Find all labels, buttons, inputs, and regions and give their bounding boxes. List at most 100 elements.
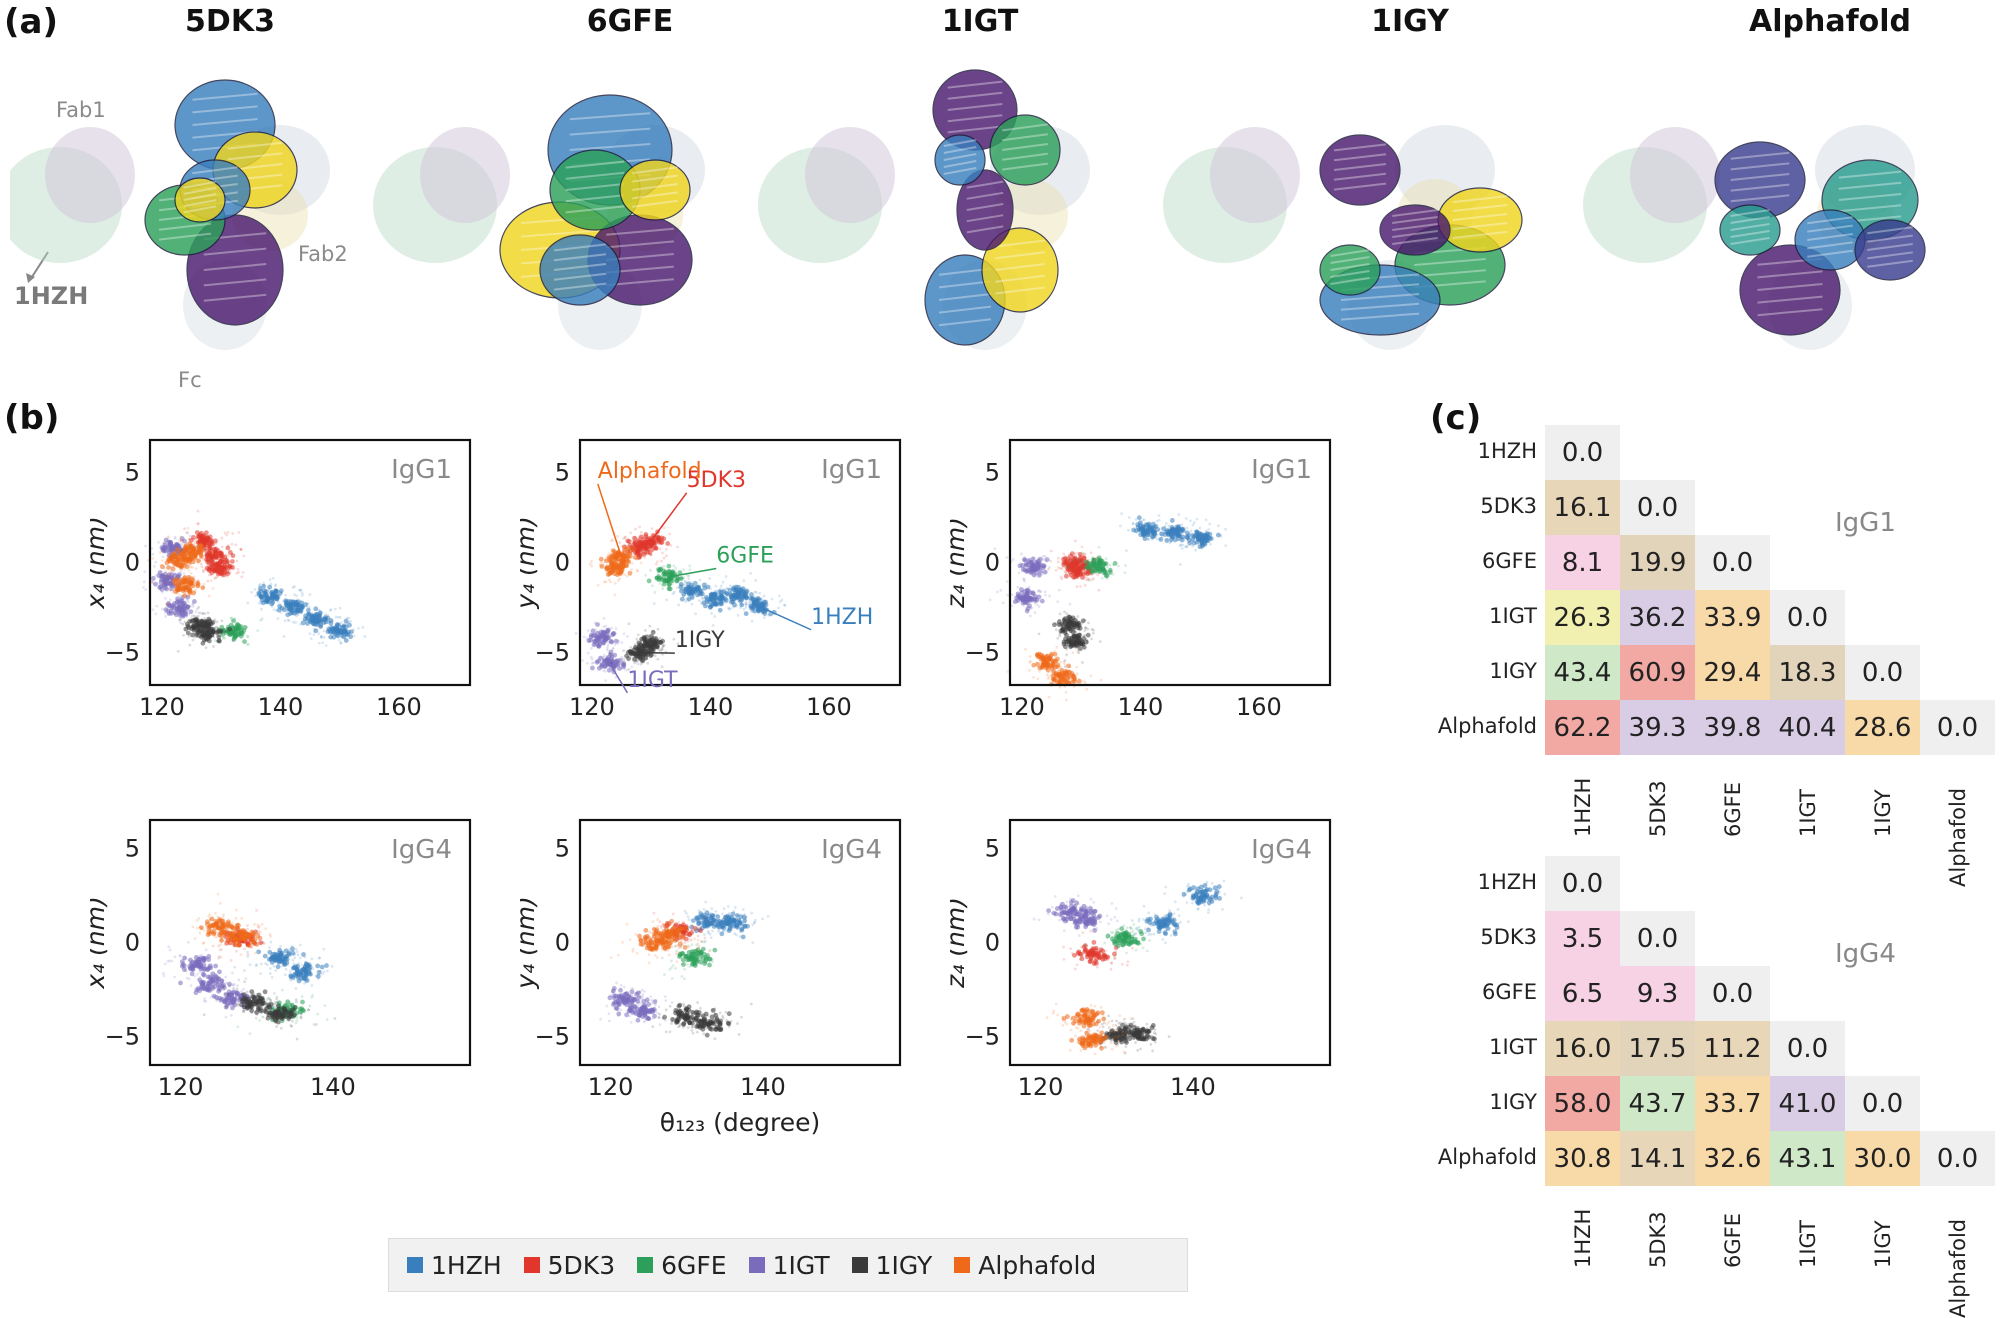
- data-point: [680, 585, 684, 589]
- data-point: [626, 559, 632, 565]
- data-point: [1022, 577, 1026, 581]
- data-point: [272, 608, 276, 612]
- data-point: [1103, 570, 1108, 575]
- data-point: [607, 571, 612, 577]
- annotation-leader: [597, 483, 623, 558]
- beta-strand: [943, 139, 977, 147]
- data-point: [197, 544, 203, 550]
- data-point: [183, 568, 186, 571]
- data-point: [627, 553, 633, 559]
- y-tick-label: −5: [105, 639, 140, 667]
- y-tick-label: 0: [555, 549, 570, 577]
- data-point: [1085, 578, 1089, 582]
- data-point: [338, 606, 342, 610]
- data-point: [674, 575, 680, 581]
- data-point: [687, 574, 691, 578]
- data-point: [1084, 564, 1089, 570]
- data-point: [709, 611, 713, 615]
- data-point: [278, 588, 284, 594]
- data-point: [206, 611, 210, 615]
- data-point: [659, 535, 665, 541]
- beta-strand: [569, 143, 651, 151]
- protein-domain: [934, 134, 986, 186]
- data-point: [656, 560, 659, 563]
- data-point: [1083, 552, 1087, 556]
- beta-strand: [938, 318, 992, 327]
- data-point: [264, 594, 268, 598]
- data-point: [292, 965, 297, 970]
- data-point: [185, 530, 189, 534]
- data-point: [224, 975, 228, 979]
- data-point: [1162, 532, 1168, 537]
- data-point: [682, 568, 685, 572]
- data-point: [217, 551, 223, 556]
- data-point: [287, 619, 291, 623]
- data-point: [173, 955, 177, 959]
- data-point: [158, 551, 162, 554]
- data-point: [1052, 622, 1057, 628]
- data-point: [223, 531, 227, 535]
- data-point: [1072, 678, 1078, 684]
- data-point: [1111, 572, 1115, 576]
- data-point: [582, 635, 586, 639]
- data-point: [265, 963, 269, 967]
- data-point: [1185, 544, 1189, 548]
- data-point: [602, 625, 606, 629]
- data-point: [1155, 537, 1159, 541]
- data-point: [1198, 526, 1202, 530]
- data-point: [144, 588, 148, 592]
- data-point: [654, 644, 660, 650]
- annotation-label: 6GFE: [716, 544, 774, 569]
- data-point: [624, 563, 630, 569]
- data-point: [752, 608, 758, 614]
- data-point: [274, 956, 280, 962]
- data-point: [606, 648, 609, 652]
- data-point: [659, 539, 665, 545]
- data-point: [1038, 670, 1041, 673]
- data-point: [623, 536, 627, 540]
- data-point: [1066, 673, 1072, 679]
- data-point: [1018, 595, 1023, 601]
- data-point: [177, 550, 181, 553]
- data-point: [744, 602, 748, 606]
- data-point: [1027, 603, 1032, 609]
- data-point: [246, 924, 249, 927]
- data-point: [1083, 559, 1089, 565]
- data-point: [614, 675, 618, 679]
- data-point: [1120, 512, 1123, 516]
- data-point: [620, 556, 625, 562]
- reference-fab1-ghost: [1210, 127, 1300, 223]
- data-point: [744, 595, 750, 601]
- beta-strand: [1452, 195, 1508, 204]
- data-point: [1057, 588, 1061, 592]
- beta-strand: [1730, 183, 1790, 192]
- data-point: [1086, 627, 1090, 631]
- data-point: [608, 554, 614, 560]
- data-point: [267, 946, 271, 950]
- y-tick-label: −5: [535, 639, 570, 667]
- plot-title: IgG1: [1251, 455, 1312, 485]
- data-point: [331, 634, 337, 640]
- data-point: [649, 533, 653, 537]
- beta-strand: [192, 118, 258, 126]
- data-point: [329, 608, 333, 611]
- data-point: [602, 616, 606, 620]
- data-point: [178, 584, 184, 590]
- data-point: [1117, 564, 1120, 568]
- structure-title-1igt: 1IGT: [941, 4, 1019, 39]
- data-point: [719, 584, 723, 588]
- data-point: [1047, 675, 1051, 679]
- data-point: [193, 974, 197, 978]
- data-point: [179, 569, 183, 573]
- beta-strand: [553, 282, 607, 291]
- data-point: [159, 564, 165, 570]
- data-point: [646, 661, 650, 665]
- beta-strand: [203, 263, 267, 271]
- data-point: [632, 645, 638, 650]
- data-point: [1155, 533, 1159, 537]
- data-point: [299, 588, 303, 592]
- data-point: [316, 621, 319, 625]
- data-point: [193, 955, 199, 960]
- beta-strand: [943, 160, 977, 168]
